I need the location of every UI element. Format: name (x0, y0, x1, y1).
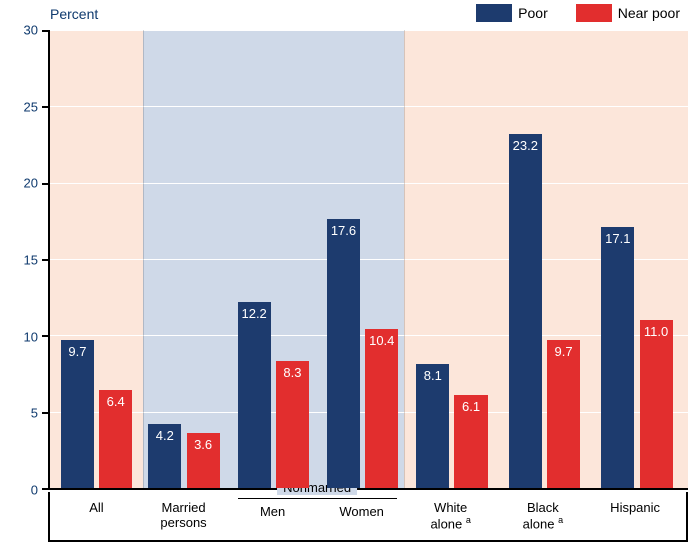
x-category-label: Marriedpersons (160, 500, 206, 530)
x-category-label: Women (339, 504, 384, 519)
y-tick (42, 488, 50, 490)
legend-swatch-near-poor (576, 4, 612, 22)
x-axis-labels: NonmarriedAllMarriedpersonsMenWomenWhite… (48, 492, 688, 542)
grid-line (50, 259, 688, 260)
bar-value-label: 6.4 (99, 394, 132, 409)
bar-value-label: 17.6 (327, 223, 360, 238)
plot-area: 9.7 6.4 4.2 3.6 12.2 8.3 17.6 10.4 8.1 6.1 23.2 9.7… (48, 30, 688, 490)
legend-swatch-poor (476, 4, 512, 22)
y-tick-label: 15 (0, 253, 38, 268)
x-category-label: Whitealone a (430, 500, 470, 531)
legend-label: Poor (518, 5, 548, 21)
y-axis-title: Percent (50, 6, 98, 22)
x-category-label: All (89, 500, 103, 515)
bar-poor: 8.1 (416, 364, 449, 488)
poverty-bar-chart: Percent Poor Near poor 9.7 6.4 4.2 3.6 12.2 8… (0, 0, 700, 555)
bar-near-poor: 11.0 (640, 320, 673, 488)
grid-line (50, 183, 688, 184)
bar-value-label: 3.6 (187, 437, 220, 452)
bar-value-label: 9.7 (61, 344, 94, 359)
bar-near-poor: 9.7 (547, 340, 580, 488)
y-tick-label: 30 (0, 23, 38, 38)
bar-value-label: 23.2 (509, 138, 542, 153)
bar-poor: 17.1 (601, 227, 634, 488)
bar-value-label: 12.2 (238, 306, 271, 321)
bar-value-label: 8.1 (416, 368, 449, 383)
bar-near-poor: 6.1 (454, 395, 487, 488)
x-category-label: Hispanic (610, 500, 660, 515)
grid-line (50, 106, 688, 107)
y-tick-label: 0 (0, 483, 38, 498)
bar-value-label: 8.3 (276, 365, 309, 380)
bar-poor: 23.2 (509, 134, 542, 488)
bar-poor: 17.6 (327, 219, 360, 488)
panel-divider (143, 30, 144, 488)
nonmarried-rule (238, 498, 397, 499)
y-tick-label: 5 (0, 406, 38, 421)
y-tick-label: 20 (0, 176, 38, 191)
panel-divider (404, 30, 405, 488)
bar-poor: 4.2 (148, 424, 181, 488)
bar-poor: 12.2 (238, 302, 271, 488)
grid-line (50, 30, 688, 31)
y-tick (42, 30, 50, 32)
legend: Poor Near poor (476, 4, 680, 22)
bar-value-label: 17.1 (601, 231, 634, 246)
bar-value-label: 9.7 (547, 344, 580, 359)
bar-value-label: 6.1 (454, 399, 487, 414)
legend-label: Near poor (618, 5, 680, 21)
x-category-label: Men (260, 504, 285, 519)
bar-value-label: 11.0 (640, 324, 673, 339)
bar-value-label: 4.2 (148, 428, 181, 443)
y-tick-label: 25 (0, 99, 38, 114)
bar-value-label: 10.4 (365, 333, 398, 348)
legend-item-near-poor: Near poor (576, 4, 680, 22)
y-tick (42, 106, 50, 108)
bar-near-poor: 3.6 (187, 433, 220, 488)
y-tick (42, 412, 50, 414)
y-tick (42, 335, 50, 337)
legend-item-poor: Poor (476, 4, 548, 22)
bar-poor: 9.7 (61, 340, 94, 488)
bar-near-poor: 10.4 (365, 329, 398, 488)
bar-near-poor: 6.4 (99, 390, 132, 488)
x-category-label: Blackalone a (523, 500, 563, 531)
y-tick-label: 10 (0, 329, 38, 344)
y-tick (42, 183, 50, 185)
bar-near-poor: 8.3 (276, 361, 309, 488)
y-tick (42, 259, 50, 261)
